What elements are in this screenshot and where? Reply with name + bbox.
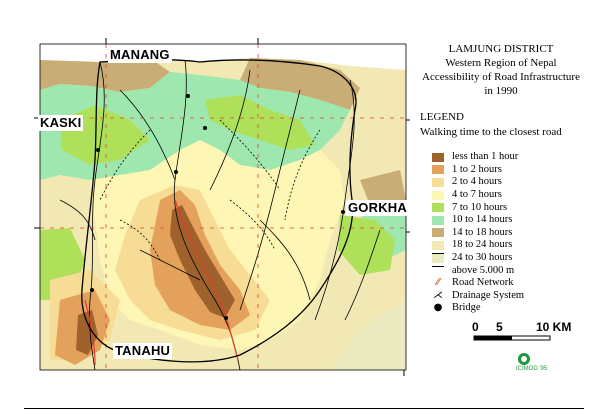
legend-item: ⁄⁄ Road Network bbox=[432, 277, 524, 290]
legend-swatch bbox=[432, 152, 444, 162]
zone-lt-1h-sw bbox=[76, 310, 98, 355]
label-tanahu: TANAHU bbox=[113, 343, 173, 359]
legend-item: ⋌ Drainage System bbox=[433, 289, 525, 301]
legend-swatch bbox=[432, 215, 444, 225]
bridges bbox=[90, 94, 345, 320]
label-gorkha: GORKHA bbox=[346, 200, 409, 216]
road-line-icon: ⁄⁄ bbox=[436, 277, 440, 289]
zone-7-10h-east bbox=[338, 215, 395, 275]
legend-swatch bbox=[432, 165, 444, 175]
legend-heading: LEGEND bbox=[420, 111, 464, 123]
bridge-dot-icon: ● bbox=[433, 302, 443, 314]
district-boundary bbox=[81, 59, 357, 363]
river-line-icon: ⋌ bbox=[433, 289, 443, 301]
icimod-logo-icon bbox=[518, 353, 530, 365]
zone-14-18h-nw bbox=[40, 58, 170, 92]
legend-item: 14 to 18 hours bbox=[432, 227, 524, 240]
scale-label-0: 0 bbox=[472, 320, 479, 334]
title-district: LAMJUNG DISTRICT bbox=[448, 43, 554, 55]
legend-list: less than 1 hour 1 to 2 hours 2 to 4 hou… bbox=[432, 151, 524, 315]
legend-item: 10 to 14 hours bbox=[432, 214, 524, 227]
label-kaski: KASKI bbox=[38, 115, 84, 131]
map-title: LAMJUNG DISTRICT Western Region of Nepal… bbox=[412, 42, 590, 98]
scale-label-5: 5 bbox=[496, 320, 503, 334]
legend-swatch bbox=[432, 190, 444, 200]
scale-label-10: 10 KM bbox=[536, 320, 572, 334]
legend-item: 1 to 2 hours bbox=[432, 164, 524, 177]
zone-7-10h-central bbox=[205, 95, 315, 150]
credit-label: ICIMOD '95 bbox=[516, 366, 548, 372]
legend-item: ● Bridge bbox=[433, 302, 481, 314]
legend-item: above 5.000 m bbox=[432, 264, 524, 277]
zone-14-18h-ne bbox=[240, 58, 360, 110]
legend-subheading: Walking time to the closest road bbox=[420, 126, 562, 138]
legend-swatch bbox=[432, 240, 444, 250]
title-subject: Accessibility of Road Infrastructure bbox=[422, 71, 580, 83]
legend-swatch bbox=[432, 203, 444, 213]
map-body bbox=[40, 44, 406, 370]
legend-swatch bbox=[432, 177, 444, 187]
legend-item: 18 to 24 hours bbox=[432, 239, 524, 252]
title-year: in 1990 bbox=[484, 85, 518, 97]
legend-item: 7 to 10 hours bbox=[432, 201, 524, 214]
legend-swatch bbox=[432, 265, 444, 276]
legend-swatch bbox=[432, 253, 444, 264]
legend-item: 24 to 30 hours bbox=[432, 252, 524, 265]
grid-lines bbox=[40, 44, 406, 370]
legend-item: 2 to 4 hours bbox=[432, 176, 524, 189]
label-manang: MANANG bbox=[108, 47, 172, 63]
legend-swatch bbox=[432, 228, 444, 238]
zone-lt-1h bbox=[170, 205, 235, 318]
bottom-rule bbox=[24, 408, 584, 409]
legend-item: 4 to 7 hours bbox=[432, 189, 524, 202]
title-region: Western Region of Nepal bbox=[445, 57, 557, 69]
scale-bar bbox=[473, 335, 551, 341]
legend-item: less than 1 hour bbox=[432, 151, 524, 164]
